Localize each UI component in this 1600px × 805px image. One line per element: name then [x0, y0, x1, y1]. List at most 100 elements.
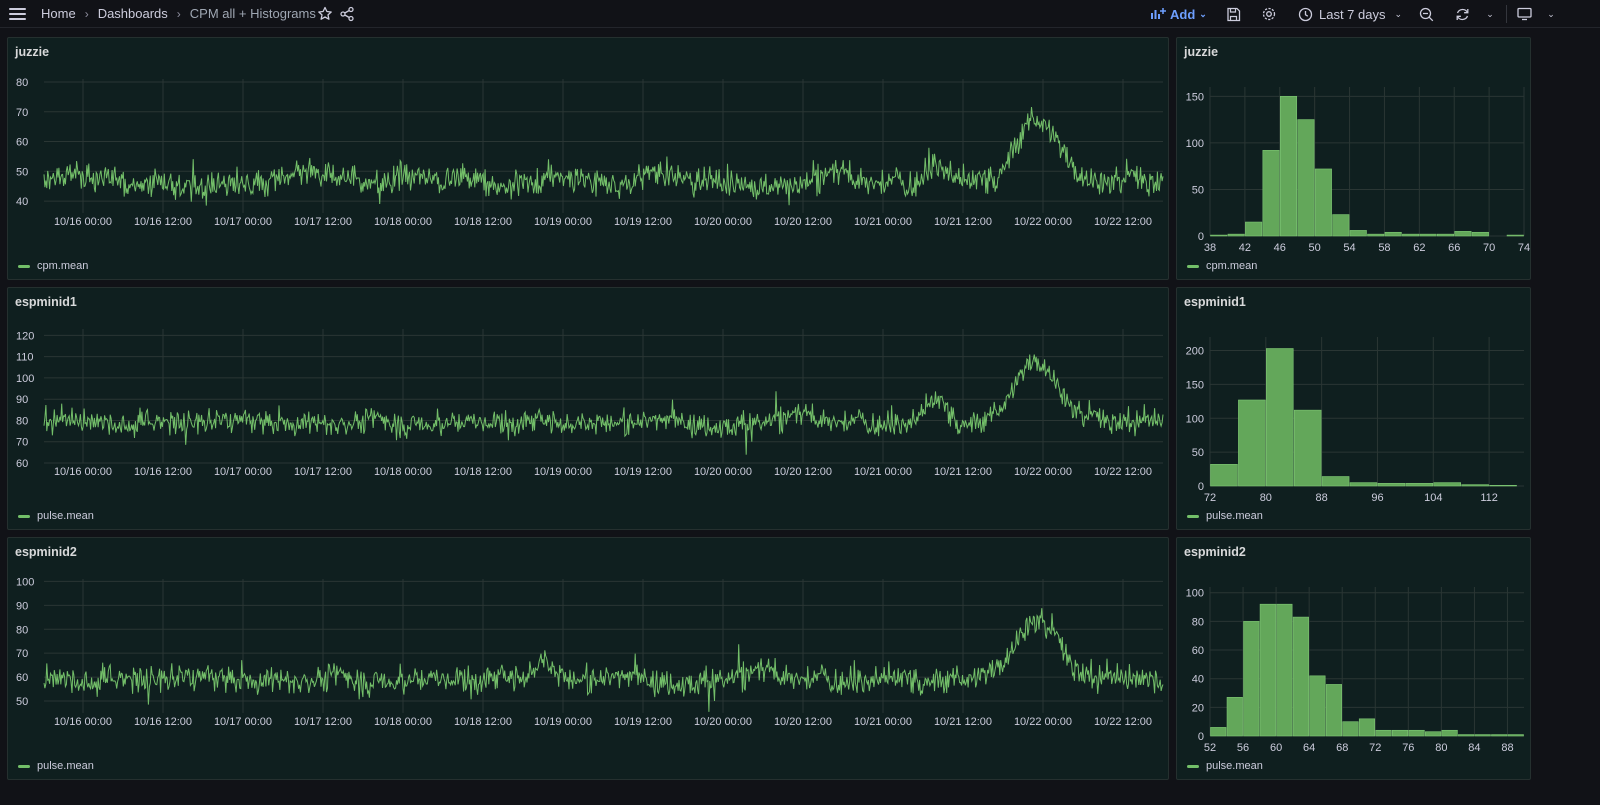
legend-label: cpm.mean [37, 260, 89, 272]
y-tick-label: 80 [16, 624, 28, 636]
x-tick-label: 10/16 12:00 [134, 466, 192, 478]
time-range-picker[interactable]: Last 7 days ⌄ [1298, 0, 1402, 28]
legend-item[interactable]: pulse.mean [1187, 510, 1263, 522]
histogram-bar [1292, 616, 1309, 737]
series-swatch [1187, 764, 1199, 768]
series-line [43, 106, 1164, 206]
star-icon[interactable] [315, 4, 335, 24]
x-tick-label: 10/21 12:00 [934, 216, 992, 228]
y-tick-label: 100 [1186, 588, 1204, 600]
breadcrumb-home[interactable]: Home [41, 6, 76, 21]
histogram-bar [1342, 721, 1359, 737]
panel-espminid2-timeseries[interactable]: espminid2 50 60 70 80 90 100 10/16 00:00 10/16 … [7, 537, 1169, 780]
x-tick-label: 112 [1480, 492, 1498, 504]
legend-item[interactable]: pulse.mean [18, 760, 94, 772]
x-tick-label: 10/16 12:00 [134, 716, 192, 728]
histogram-chart: 0 50 100 150 38 42 46 50 54 58 62 66 70 74 [1186, 87, 1530, 254]
histogram-bar [1210, 464, 1238, 487]
histogram-bar [1332, 214, 1350, 237]
histogram-bar [1491, 734, 1508, 737]
panel-espminid1-histogram[interactable]: espminid1 0 50 100 150 200 72 80 88 96 104 112 pul… [1176, 287, 1531, 530]
chevron-down-icon: ⌄ [1199, 8, 1207, 19]
x-tick-label: 88 [1316, 492, 1328, 504]
x-tick-label: 38 [1204, 242, 1216, 254]
x-tick-label: 10/20 12:00 [774, 216, 832, 228]
x-tick-label: 10/20 00:00 [694, 216, 752, 228]
x-tick-label: 10/19 12:00 [614, 716, 672, 728]
histogram-bar [1259, 603, 1276, 737]
y-tick-label: 150 [1186, 91, 1204, 103]
y-tick-label: 90 [16, 600, 28, 612]
refresh-icon[interactable] [1452, 4, 1472, 24]
tv-mode-icon[interactable] [1514, 4, 1534, 24]
y-tick-label: 100 [1186, 138, 1204, 150]
menu-icon[interactable] [8, 5, 28, 23]
y-tick-label: 60 [1192, 645, 1204, 657]
panel-juzzie-histogram[interactable]: juzzie 0 50 100 150 38 42 46 50 54 58 62 66 70 74 cpm… [1176, 37, 1531, 280]
y-tick-label: 0 [1198, 481, 1204, 493]
panel-title: espminid1 [15, 295, 77, 309]
histogram-bar [1210, 727, 1227, 737]
x-tick-label: 84 [1468, 742, 1480, 754]
share-icon[interactable] [337, 4, 357, 24]
histogram-bar [1461, 484, 1489, 487]
series-swatch [1187, 514, 1199, 518]
y-tick-label: 150 [1186, 379, 1204, 391]
timeseries-chart: 60 70 80 90 100 110 120 10/16 00:00 10/16 12:00 1… [16, 329, 1164, 478]
x-tick-label: 68 [1336, 742, 1348, 754]
histogram-bar [1384, 231, 1402, 237]
breadcrumb-current: CPM all + Histograms [189, 6, 316, 21]
panel-title: espminid2 [1184, 545, 1246, 559]
timeseries-chart: 40 50 60 70 80 10/16 00:00 10/16 12:00 10/17 00… [16, 77, 1164, 228]
y-tick-label: 0 [1198, 231, 1204, 243]
y-tick-label: 200 [1186, 346, 1204, 358]
histogram-bar [1321, 476, 1350, 487]
breadcrumb-dashboards[interactable]: Dashboards [97, 6, 168, 21]
x-tick-label: 46 [1274, 242, 1286, 254]
x-tick-label: 10/18 00:00 [374, 216, 432, 228]
panel-espminid2-histogram[interactable]: espminid2 0 20 40 60 80 100 52 56 60 64 68 72 76 80 84… [1176, 537, 1531, 780]
x-tick-label: 10/17 12:00 [294, 716, 352, 728]
add-button[interactable]: Add ⌄ [1150, 0, 1207, 28]
x-tick-label: 104 [1424, 492, 1442, 504]
x-tick-label: 88 [1501, 742, 1513, 754]
save-icon[interactable] [1223, 4, 1243, 24]
series-swatch [18, 264, 30, 268]
y-tick-label: 90 [16, 394, 28, 406]
x-tick-label: 72 [1204, 492, 1216, 504]
x-tick-label: 64 [1303, 742, 1315, 754]
x-tick-label: 10/16 12:00 [134, 216, 192, 228]
panel-espminid1-timeseries[interactable]: espminid1 60 70 80 90 100 110 120 10/16 00:00 10… [7, 287, 1169, 530]
y-tick-label: 60 [16, 672, 28, 684]
x-tick-label: 10/21 00:00 [854, 466, 912, 478]
x-tick-label: 10/17 12:00 [294, 466, 352, 478]
x-tick-label: 10/21 00:00 [854, 216, 912, 228]
histogram-bar [1377, 482, 1406, 487]
y-tick-label: 120 [16, 330, 34, 342]
legend-item[interactable]: pulse.mean [18, 510, 94, 522]
x-tick-label: 10/19 12:00 [614, 466, 672, 478]
panel-juzzie-timeseries[interactable]: juzzie 40 50 60 70 80 10/16 00:00 10/16 12:00 1… [7, 37, 1169, 280]
x-tick-label: 10/20 00:00 [694, 466, 752, 478]
histogram-bar [1279, 96, 1298, 237]
legend-item[interactable]: cpm.mean [1187, 260, 1257, 272]
add-button-label: Add [1170, 6, 1196, 22]
x-tick-label: 10/17 00:00 [214, 716, 272, 728]
add-panel-icon [1151, 8, 1166, 19]
histogram-bar [1367, 233, 1385, 237]
x-tick-label: 62 [1413, 242, 1425, 254]
panel-title: espminid2 [15, 545, 77, 559]
gear-icon[interactable] [1259, 4, 1279, 24]
zoom-out-icon[interactable] [1416, 4, 1436, 24]
y-tick-label: 80 [16, 77, 28, 89]
view-mode-chevron-icon[interactable]: ⌄ [1547, 8, 1555, 19]
refresh-interval-chevron-icon[interactable]: ⌄ [1486, 8, 1494, 19]
histogram-chart: 0 50 100 150 200 72 80 88 96 104 112 [1186, 337, 1524, 504]
histogram-bar [1471, 231, 1489, 237]
y-tick-label: 40 [16, 196, 28, 208]
x-tick-label: 10/18 12:00 [454, 716, 512, 728]
top-navbar: Home › Dashboards › CPM all + Histograms… [0, 0, 1600, 28]
histogram-bar [1325, 684, 1343, 737]
legend-item[interactable]: cpm.mean [18, 260, 88, 272]
legend-item[interactable]: pulse.mean [1187, 760, 1263, 772]
